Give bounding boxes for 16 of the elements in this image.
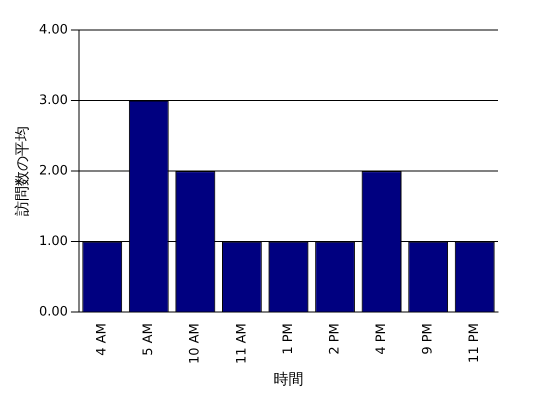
y-tick-label: 2.00 — [38, 163, 68, 178]
x-tick-label: 9 PM — [420, 323, 436, 355]
y-tick-label: 3.00 — [38, 92, 68, 108]
x-axis-title: 時間 — [273, 370, 304, 388]
y-axis-title: 訪問数の平均 — [12, 126, 31, 216]
x-tick-label: 11 AM — [234, 323, 250, 364]
x-tick-label: 11 PM — [467, 323, 482, 363]
x-tick-label: 4 PM — [374, 323, 389, 355]
x-tick-label: 4 AM — [94, 323, 110, 356]
y-tick-label: 4.00 — [38, 22, 68, 38]
x-tick-label: 10 AM — [188, 323, 203, 364]
y-tick-label: 0.00 — [38, 304, 68, 320]
x-tick-label: 1 PM — [280, 323, 296, 355]
y-tick-label: 1.00 — [38, 234, 68, 250]
x-tick-label: 5 AM — [141, 323, 156, 356]
x-tick-label: 2 PM — [327, 323, 342, 355]
